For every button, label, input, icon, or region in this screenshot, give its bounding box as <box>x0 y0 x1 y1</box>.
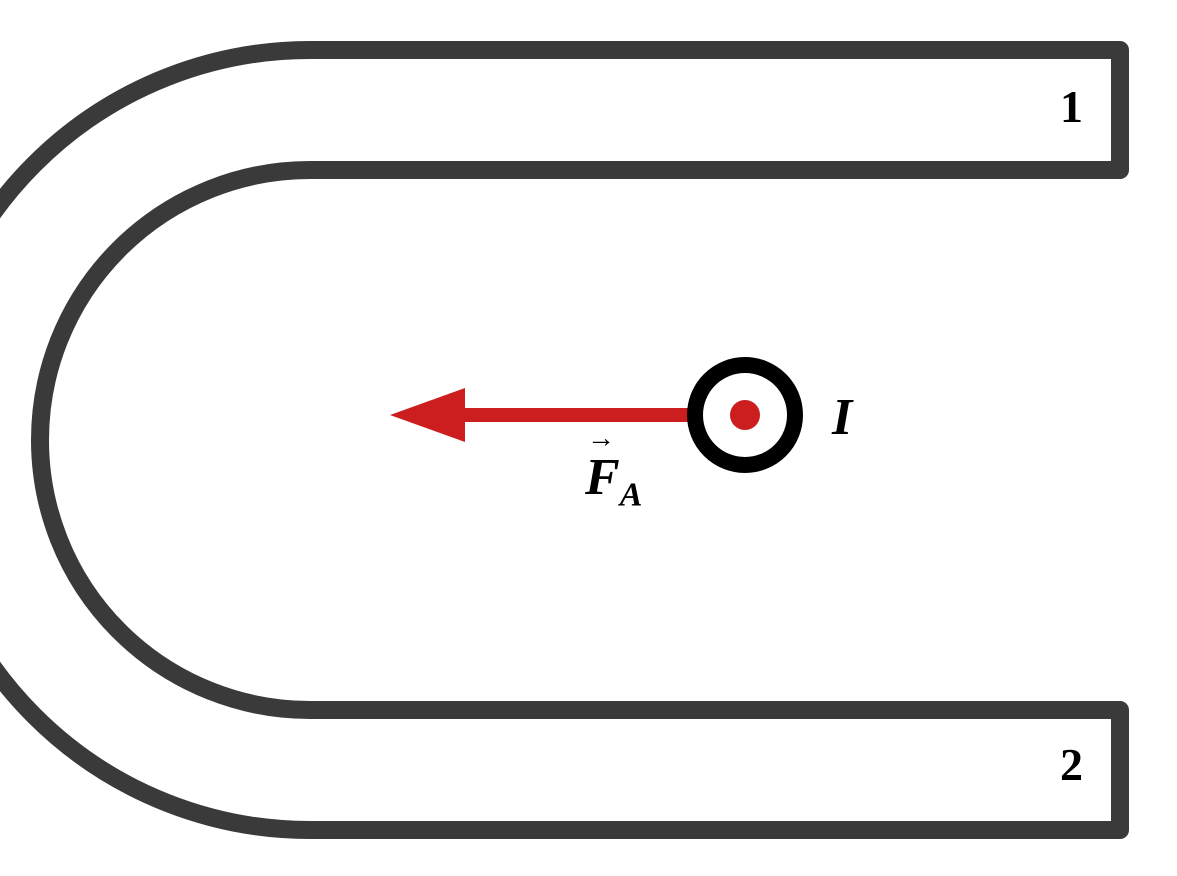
vector-arrow-symbol: → <box>587 423 615 455</box>
magnet-outline <box>0 50 1120 830</box>
force-label-sub: A <box>620 476 643 513</box>
pole-label-bottom: 2 <box>1060 738 1083 791</box>
physics-diagram: 1 2 I → F A <box>0 0 1177 876</box>
current-label: I <box>832 388 852 447</box>
force-label: → F A <box>585 448 642 514</box>
force-vector-arrowhead <box>390 388 465 442</box>
force-label-main: F <box>585 449 620 506</box>
current-wire-dot <box>730 400 760 430</box>
pole-label-top: 1 <box>1060 80 1083 133</box>
